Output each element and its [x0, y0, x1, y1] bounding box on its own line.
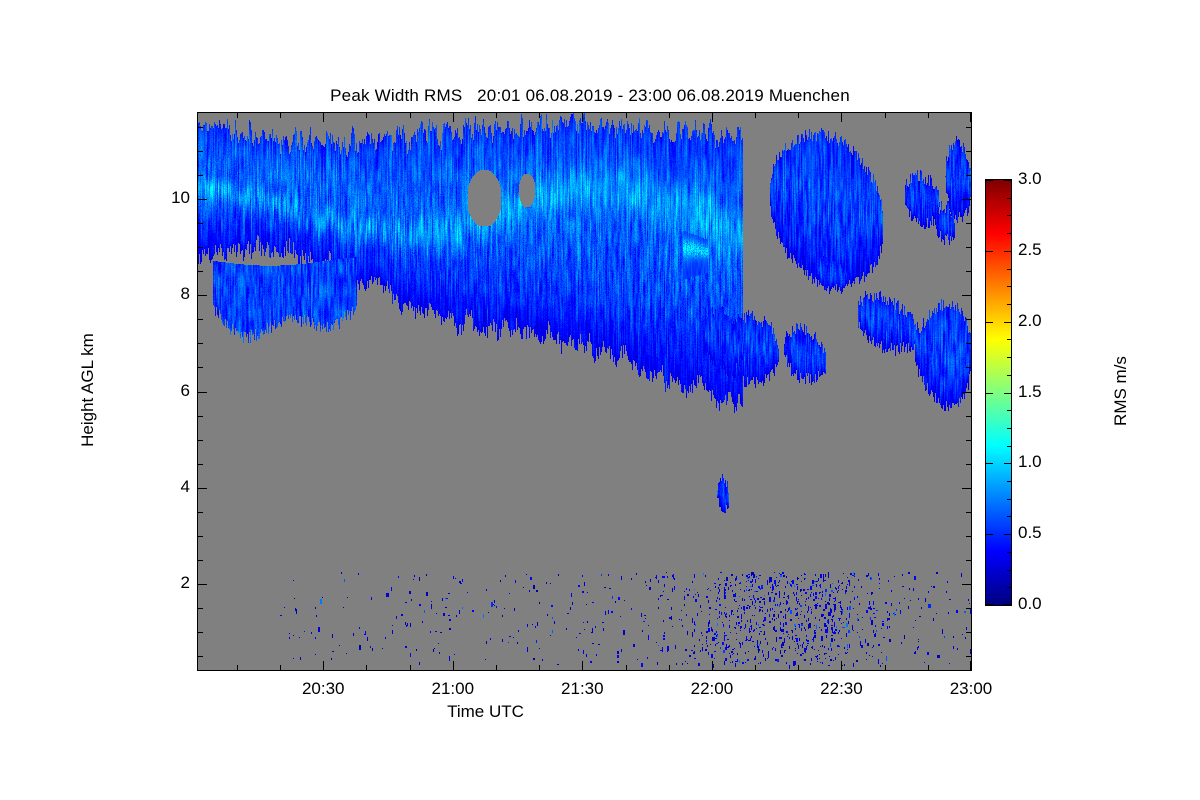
x-axis-tick-label: 22:00: [690, 679, 734, 698]
x-axis-label: Time UTC: [447, 702, 524, 721]
y-axis-tick-label: 4: [180, 476, 190, 496]
y-axis-tick-label: 2: [180, 572, 190, 592]
colorbar-tick-label: 0.0: [1018, 594, 1042, 613]
colorbar-gradient[interactable]: [986, 180, 1011, 605]
x-axis-tick-label: 21:30: [561, 679, 604, 698]
y-axis-tick-label: 6: [180, 380, 190, 400]
colorbar-tick-label: 3.0: [1018, 169, 1042, 188]
x-axis-tick-label: 22:30: [820, 679, 863, 698]
x-axis-tick-label: 20:30: [301, 679, 345, 698]
colorbar-axis-label: RMS m/s: [1111, 355, 1130, 426]
colorbar-tick-label: 1.5: [1018, 381, 1042, 401]
chart-title: Peak Width RMS 20:01 06.08.2019 - 23:00 …: [330, 86, 850, 105]
colorbar-tick-label: 1.0: [1018, 452, 1042, 472]
colorbar-tick-label: 2.0: [1018, 310, 1042, 330]
y-axis-label: Height AGL km: [78, 332, 97, 447]
colorbar-tick-label: 2.5: [1018, 239, 1042, 259]
x-axis-tick-label: 21:00: [431, 679, 475, 698]
heatmap-plot-area[interactable]: [198, 113, 971, 670]
colorbar-tick-label: 0.5: [1018, 523, 1042, 543]
y-axis-tick-label: 8: [180, 284, 190, 304]
x-axis-tick-label: 23:00: [949, 679, 993, 698]
y-axis-tick-label: 10: [171, 188, 190, 208]
